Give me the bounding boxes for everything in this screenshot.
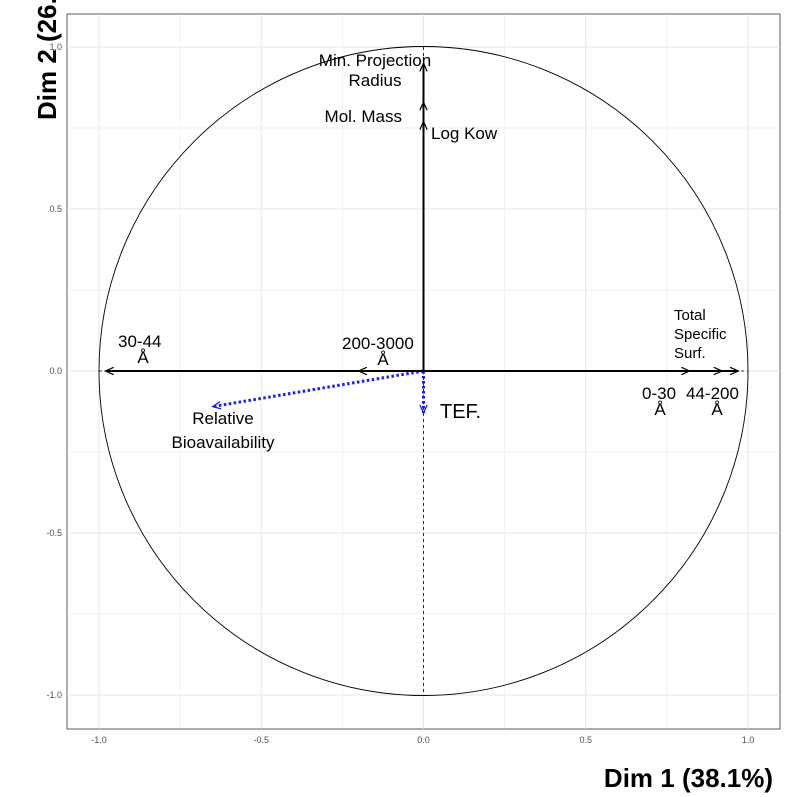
y-tick-label: -0.5 [46,528,62,538]
supplementary-vector-0-head [211,401,222,410]
active-label-4: Å [377,350,389,369]
active-vector-5-head [729,366,740,376]
active-vector-1-head [419,100,428,111]
active-label-3: Å [137,348,149,367]
supplementary-vector-0 [212,369,424,409]
active-vector-4-head [357,366,368,376]
x-tick-label: 0.0 [417,735,430,745]
supplementary-label-0: Bioavailability [172,433,275,452]
labels-layer: Relative Bioavailability TEF. Min. Projecti… [118,51,739,452]
active-label-4: 200-3000 [342,334,414,353]
active-label-6: 0-30 [642,384,676,403]
active-vector-0-head [419,61,428,72]
x-tick-label: -1.0 [91,735,107,745]
active-label-0: Min. Projection [319,51,431,70]
active-vector-3-head [104,366,114,376]
vectors-layer [104,61,740,415]
active-label-7: 44-200 [686,384,739,403]
y-tick-label: 0.5 [49,204,62,214]
y-tick-label: 0.0 [49,366,62,376]
active-label-0: Radius [349,71,402,90]
active-label-6: Å [654,400,666,419]
active-vector-7-head [713,366,724,376]
supplementary-label-1: TEF. [440,401,481,423]
x-axis-title: Dim 1 (38.1%) [603,763,773,793]
active-label-1: Mol. Mass [325,107,402,126]
supplementary-vector-1-head [419,404,428,415]
active-label-5: Specific [674,326,727,343]
active-label-5: Total [674,307,706,324]
x-tick-label: -0.5 [253,735,269,745]
y-tick-label: -1.0 [46,690,62,700]
x-tick-label: 1.0 [742,735,755,745]
active-label-7: Å [711,400,723,419]
active-label-3: 30-44 [118,332,161,351]
active-label-5: Surf. [674,345,706,362]
active-vector-2-head [419,120,428,130]
supplementary-label-0: Relative [192,409,253,428]
y-axis-title: Dim 2 (26.2%) [32,0,62,120]
y-tick-label: 1.0 [49,42,62,52]
active-label-2: Log Kow [431,124,498,143]
ticks-layer: -1.0 -0.5 0.0 0.5 1.0 -1.0 -0.5 0.0 0.5 1.0 [46,42,754,745]
x-tick-label: 0.5 [579,735,592,745]
